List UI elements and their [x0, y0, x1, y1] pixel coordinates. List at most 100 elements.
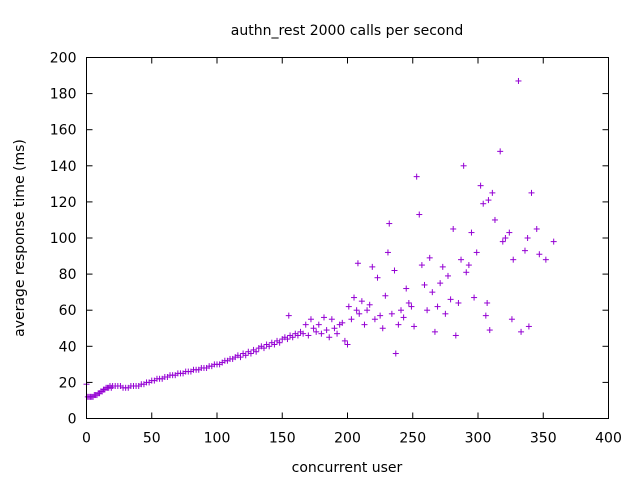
data-point — [366, 301, 373, 308]
data-points — [83, 77, 557, 400]
data-point — [260, 345, 267, 352]
y-tick-label: 140 — [50, 159, 77, 175]
data-point — [318, 330, 325, 337]
data-point — [455, 299, 462, 306]
data-point — [536, 251, 543, 258]
data-point — [339, 319, 346, 326]
data-point — [521, 247, 528, 254]
data-point — [486, 327, 493, 334]
data-point — [326, 334, 333, 341]
data-point — [300, 330, 307, 337]
chart-title: authn_rest 2000 calls per second — [231, 23, 464, 39]
data-point — [276, 339, 283, 346]
y-axis-label: average response time (ms) — [12, 139, 28, 337]
data-point — [398, 307, 405, 314]
plot-frame — [86, 57, 609, 419]
data-point — [400, 314, 407, 321]
data-point — [508, 316, 515, 323]
x-tick-label: 300 — [465, 431, 492, 447]
data-point — [388, 310, 395, 317]
data-point — [444, 272, 451, 279]
x-tick-label: 150 — [269, 431, 296, 447]
data-point — [271, 341, 278, 348]
data-point — [371, 316, 378, 323]
data-point — [253, 348, 260, 355]
data-point — [237, 354, 244, 361]
data-point — [533, 225, 540, 232]
data-point — [468, 229, 475, 236]
data-point — [480, 200, 487, 207]
data-point — [285, 312, 292, 319]
data-point — [247, 350, 254, 357]
data-point — [424, 307, 431, 314]
data-point — [328, 316, 335, 323]
x-tick-label: 0 — [82, 431, 91, 447]
data-point — [518, 328, 525, 335]
data-point — [447, 296, 454, 303]
data-point — [524, 235, 531, 241]
data-point — [266, 343, 273, 350]
y-tick-label: 0 — [68, 412, 77, 428]
data-point — [418, 262, 425, 269]
data-point — [442, 310, 449, 317]
data-point — [426, 254, 433, 261]
data-point — [323, 327, 330, 334]
data-point — [379, 325, 386, 332]
y-tick-label: 160 — [50, 123, 77, 139]
data-point — [391, 267, 398, 274]
data-point — [416, 211, 423, 218]
data-point — [344, 341, 351, 348]
data-point — [331, 325, 338, 332]
data-point — [439, 263, 446, 270]
y-tick-label: 100 — [50, 231, 77, 247]
data-point — [450, 225, 457, 232]
data-point — [358, 298, 365, 305]
data-point — [403, 285, 410, 292]
data-point — [348, 316, 355, 323]
data-point — [452, 332, 459, 339]
data-point — [528, 189, 535, 196]
data-point — [482, 312, 489, 319]
data-point — [421, 281, 428, 288]
data-point — [395, 321, 402, 328]
data-point — [463, 269, 470, 276]
data-point — [386, 220, 393, 227]
data-point — [510, 256, 517, 263]
data-point — [313, 328, 320, 335]
data-point — [405, 299, 412, 306]
data-point — [392, 350, 399, 357]
axis-ticks: 0 50 100 150 200 250 300 350 400 0 20 40 60 80 100 120 1… — [50, 51, 622, 447]
data-point — [354, 260, 361, 267]
y-tick-label: 120 — [50, 195, 77, 211]
data-point — [465, 262, 472, 269]
x-tick-label: 200 — [334, 431, 361, 447]
data-point — [506, 229, 513, 236]
data-point — [460, 162, 467, 169]
data-point — [434, 303, 441, 310]
data-point — [382, 292, 389, 299]
data-point — [302, 321, 309, 328]
data-point — [408, 303, 415, 310]
y-tick-label: 40 — [59, 339, 77, 355]
x-tick-label: 250 — [399, 431, 426, 447]
data-point — [369, 263, 376, 270]
data-point — [356, 310, 363, 317]
data-point — [458, 256, 465, 263]
data-point — [471, 294, 478, 301]
data-point — [242, 352, 249, 359]
data-point — [437, 280, 444, 287]
data-point — [491, 216, 498, 223]
data-point — [484, 299, 491, 306]
data-point — [305, 332, 312, 339]
data-point — [525, 323, 532, 330]
data-point — [307, 316, 314, 323]
x-tick-label: 100 — [204, 431, 231, 447]
x-tick-label: 350 — [530, 431, 557, 447]
data-point — [374, 274, 381, 281]
data-point — [413, 173, 420, 180]
data-point — [364, 307, 371, 314]
data-point — [542, 256, 549, 263]
data-point — [477, 182, 484, 189]
